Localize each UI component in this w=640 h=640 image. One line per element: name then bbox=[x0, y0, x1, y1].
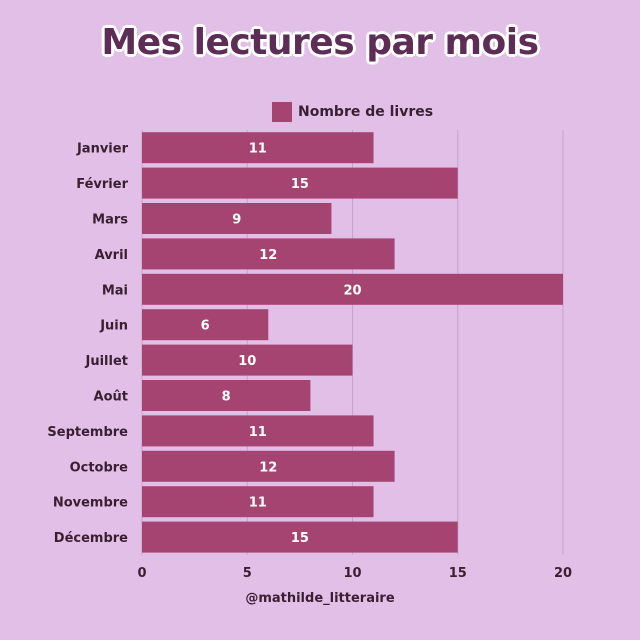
bar bbox=[142, 486, 374, 518]
category-label: Janvier bbox=[76, 142, 129, 157]
legend: Nombre de livres bbox=[272, 102, 433, 122]
bars: 11 15 9 12 20 6 10 8 11 12 11 15 bbox=[142, 132, 563, 553]
category-label: Septembre bbox=[47, 425, 128, 440]
category-label: Octobre bbox=[70, 460, 129, 475]
bar-value-label: 15 bbox=[291, 177, 309, 192]
bar bbox=[142, 344, 353, 376]
bar-value-label: 11 bbox=[249, 142, 267, 157]
x-tick-label: 10 bbox=[343, 566, 361, 581]
bar-value-label: 15 bbox=[291, 531, 309, 546]
bar bbox=[142, 450, 395, 482]
category-label: Mars bbox=[92, 213, 128, 228]
bar-value-label: 9 bbox=[232, 213, 241, 228]
category-label: Juin bbox=[99, 319, 128, 334]
bar-value-label: 6 bbox=[201, 319, 210, 334]
legend-swatch bbox=[272, 102, 292, 122]
bar-value-label: 12 bbox=[259, 460, 277, 475]
category-label: Juillet bbox=[85, 354, 129, 369]
category-label: Avril bbox=[95, 248, 128, 263]
bar bbox=[142, 273, 563, 305]
bar-value-label: 10 bbox=[238, 354, 256, 369]
bar bbox=[142, 203, 332, 234]
x-axis-ticks: 0 5 10 15 20 bbox=[137, 566, 572, 581]
bar-value-label: 11 bbox=[249, 425, 267, 440]
category-label: Août bbox=[94, 390, 128, 405]
bar bbox=[142, 521, 458, 553]
x-tick-label: 20 bbox=[554, 566, 572, 581]
bar bbox=[142, 380, 311, 411]
bar-value-label: 20 bbox=[343, 283, 361, 298]
credit-handle: @mathilde_litteraire bbox=[245, 591, 395, 606]
category-label: Février bbox=[76, 177, 128, 192]
legend-label: Nombre de livres bbox=[298, 104, 434, 120]
bar bbox=[142, 167, 458, 199]
category-label: Novembre bbox=[53, 496, 128, 511]
bar-value-label: 8 bbox=[222, 390, 231, 405]
category-label: Décembre bbox=[54, 531, 128, 546]
x-tick-label: 5 bbox=[243, 566, 252, 581]
bar bbox=[142, 132, 374, 164]
x-tick-label: 0 bbox=[137, 566, 146, 581]
grid-lines bbox=[141, 130, 564, 555]
bar-value-label: 12 bbox=[259, 248, 277, 263]
chart-title: Mes lectures par mois bbox=[101, 22, 539, 63]
category-label: Mai bbox=[102, 283, 128, 298]
x-tick-label: 15 bbox=[449, 566, 467, 581]
bar bbox=[142, 415, 374, 447]
bar bbox=[142, 309, 269, 341]
bar bbox=[142, 238, 395, 270]
category-labels: Janvier Février Mars Avril Mai Juin Juillet Aoû… bbox=[47, 142, 128, 546]
bar-value-label: 11 bbox=[249, 496, 267, 511]
